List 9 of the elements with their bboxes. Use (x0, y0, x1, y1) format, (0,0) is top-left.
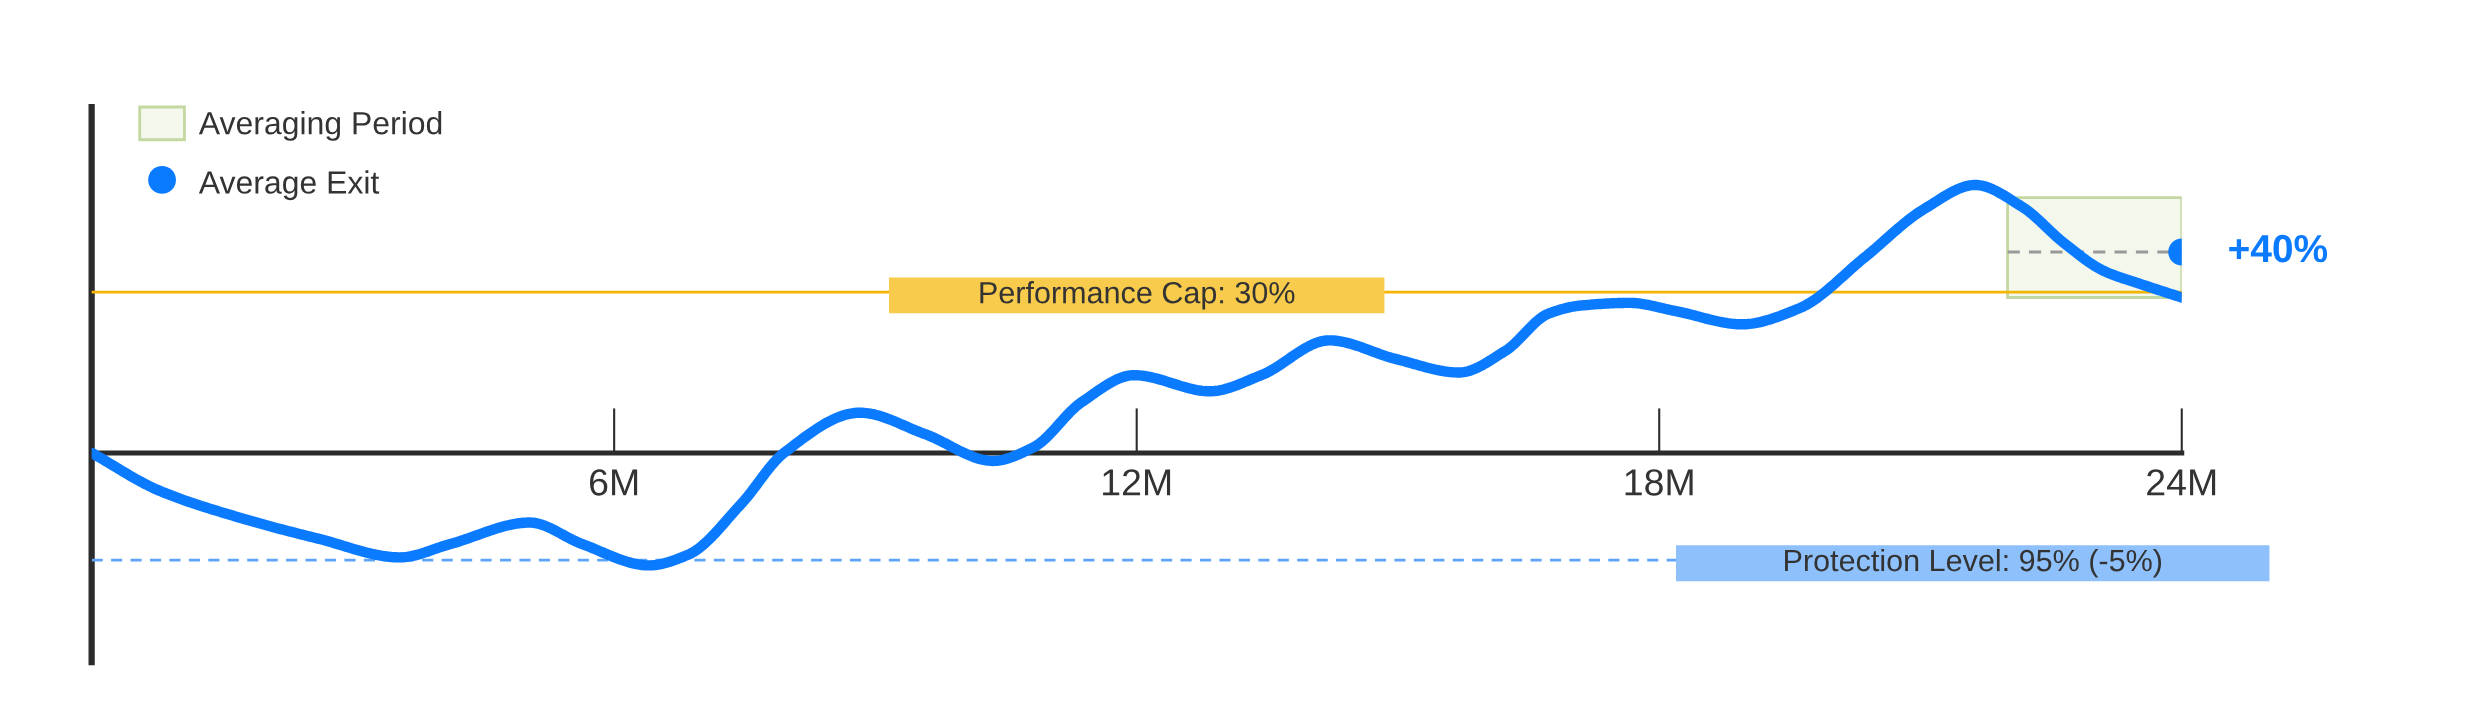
legend-label: Average Exit (198, 170, 380, 201)
x-tick-label: 18M (1625, 469, 1693, 496)
annotation: +40% (2229, 234, 2328, 263)
x-tick-label: 24M (2147, 469, 2216, 496)
annotation: Performance Cap: 30% (980, 281, 1295, 310)
x-tick-label: 6M (590, 469, 638, 496)
annotation: Protection Level: 95% (-5%) (1785, 548, 2162, 578)
x-tick-label: 12M (1103, 469, 1171, 496)
legend-label: Averaging Period (198, 111, 442, 141)
